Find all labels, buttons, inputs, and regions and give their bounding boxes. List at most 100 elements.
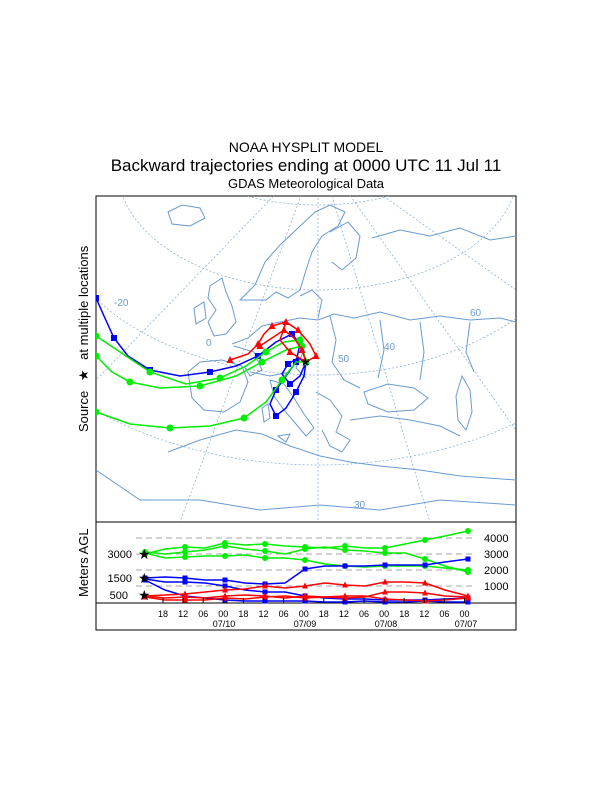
source-label-suffix: at multiple locations — [76, 245, 91, 360]
model-title: NOAA HYSPLIT MODEL — [228, 139, 384, 155]
triangle-marker — [262, 582, 268, 589]
time-tick-label: 18 — [158, 609, 168, 619]
circle-marker — [182, 549, 188, 555]
triangle-marker — [256, 342, 264, 349]
source-star-icon: ★ — [138, 546, 151, 562]
source-height-label: 3000 — [108, 549, 132, 561]
triangle-marker — [422, 589, 428, 596]
triangle-marker — [142, 593, 148, 600]
circle-marker — [96, 408, 100, 416]
height-tick-label: 3000 — [484, 549, 508, 561]
vertical-source-stars: ★ ★ ★ — [138, 546, 151, 603]
lon-label: 60 — [470, 308, 482, 319]
source-height-label: 1500 — [108, 573, 132, 585]
square-marker — [287, 381, 293, 387]
triangle-marker — [382, 578, 388, 585]
trajectory-title: Backward trajectories ending at 0000 UTC… — [110, 156, 502, 175]
circle-marker — [302, 557, 308, 563]
triangle-marker — [342, 581, 348, 588]
circle-marker — [422, 556, 428, 562]
triangle-marker — [312, 352, 320, 359]
circle-marker — [278, 376, 286, 384]
triangle-marker — [382, 595, 388, 602]
triangle-marker — [298, 346, 306, 353]
square-marker — [182, 579, 188, 585]
time-tick-label: 18 — [319, 609, 329, 619]
time-tick-label: 06 — [198, 609, 208, 619]
source-star-icon: ★ — [76, 370, 91, 382]
map-trajectories: ★ — [96, 295, 320, 432]
circle-marker — [465, 528, 471, 534]
time-tick-label: 06 — [279, 609, 289, 619]
circle-marker — [182, 554, 188, 560]
date-label: 07/08 — [375, 619, 398, 629]
lon-label: 30 — [354, 500, 366, 511]
square-marker — [96, 295, 99, 301]
square-marker — [302, 598, 308, 604]
triangle-marker — [422, 597, 428, 604]
map-panel: -20 0 40 50 60 30 ★ — [95, 195, 517, 523]
square-marker — [262, 598, 268, 604]
source-star-icon: ★ — [138, 570, 151, 586]
circle-marker — [142, 550, 148, 556]
square-marker — [285, 361, 291, 367]
circle-marker — [296, 336, 304, 344]
square-marker — [422, 562, 428, 568]
square-marker — [382, 599, 388, 605]
circle-marker — [96, 352, 100, 360]
triangle-marker — [268, 322, 276, 329]
circle-marker — [166, 424, 174, 432]
time-tick-label: 12 — [258, 609, 268, 619]
date-label: 07/10 — [213, 619, 236, 629]
lon-label: 50 — [338, 354, 350, 365]
square-marker — [207, 369, 213, 375]
circle-marker — [216, 374, 224, 382]
map-trajectory-line — [279, 321, 307, 363]
triangle-marker — [222, 586, 228, 593]
lon-label: 40 — [384, 342, 396, 353]
square-marker — [302, 566, 308, 572]
meteorological-data-title: GDAS Meteorological Data — [227, 176, 385, 191]
circle-marker — [342, 547, 348, 553]
lon-label: 0 — [206, 338, 212, 349]
time-tick-label: 06 — [359, 609, 369, 619]
vertical-frame — [95, 521, 517, 631]
source-star-icon: ★ — [138, 587, 151, 603]
source-height-labels: 3000 1500 500 — [108, 549, 132, 602]
circle-marker — [222, 543, 228, 549]
lon-label: -20 — [114, 298, 129, 309]
circle-marker — [240, 414, 248, 422]
triangle-marker — [226, 356, 234, 363]
square-marker — [142, 577, 148, 583]
height-tick-label: 2000 — [484, 565, 508, 577]
triangle-marker — [465, 594, 471, 601]
source-height-label: 500 — [110, 590, 128, 602]
date-label: 07/07 — [455, 619, 478, 629]
circle-marker — [222, 553, 228, 559]
square-marker — [222, 577, 228, 583]
square-marker — [293, 389, 299, 395]
time-tick-label: 12 — [419, 609, 429, 619]
time-tick-label: 00 — [379, 609, 389, 619]
triangle-marker — [302, 582, 308, 589]
triangle-marker — [342, 592, 348, 599]
vertical-profile-panel: ★ ★ ★ 3000 1500 500 4000 3000 2000 1000 … — [95, 521, 517, 631]
triangle-marker — [422, 579, 428, 586]
circle-marker — [196, 382, 204, 390]
source-label-prefix: Source — [76, 391, 91, 432]
triangle-marker — [294, 326, 302, 333]
time-tick-label: 00 — [218, 609, 228, 619]
date-label: 07/09 — [294, 619, 317, 629]
map-trajectory-line — [281, 357, 307, 386]
circle-marker — [382, 550, 388, 556]
map-trajectory-line — [229, 321, 317, 363]
longitude-gridlines — [96, 196, 516, 522]
time-tick-label: 18 — [238, 609, 248, 619]
square-marker — [342, 599, 348, 605]
square-marker — [273, 413, 279, 419]
square-marker — [382, 562, 388, 568]
time-tick-label: 12 — [178, 609, 188, 619]
square-marker — [273, 387, 279, 393]
height-axis-labels: 4000 3000 2000 1000 — [484, 533, 508, 593]
